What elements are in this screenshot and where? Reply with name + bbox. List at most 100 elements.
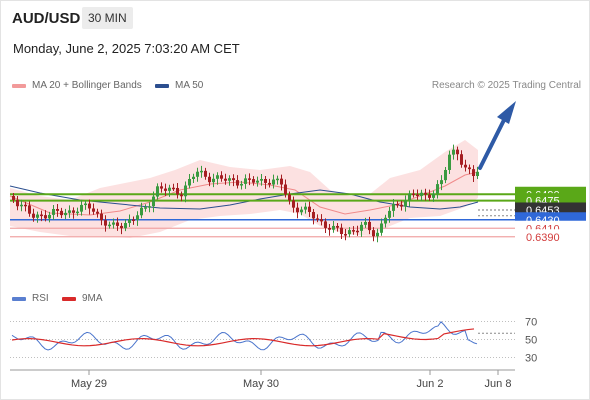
- candle-body: [328, 227, 331, 230]
- rsi-ma-legend-label: 9MA: [82, 293, 103, 304]
- candle-body: [160, 186, 163, 189]
- legend-ma50: MA 50: [155, 80, 203, 91]
- candle-body: [168, 187, 171, 191]
- candle-body: [12, 196, 15, 200]
- candle-body: [288, 194, 291, 201]
- rsi-tick-label: 30: [525, 353, 537, 365]
- candle-body: [292, 200, 295, 208]
- candle-body: [464, 164, 467, 168]
- x-tick-label: Jun 2: [417, 378, 444, 390]
- candle-body: [240, 183, 243, 186]
- candle-body: [216, 175, 219, 179]
- candle-body: [224, 178, 227, 181]
- candle-body: [120, 225, 123, 229]
- candle-body: [212, 178, 215, 183]
- ma50-swatch: [155, 83, 169, 88]
- candle-body: [252, 179, 255, 183]
- candle-body: [124, 223, 127, 229]
- candle-body: [408, 193, 411, 201]
- price-level-label: 0.6390: [526, 232, 560, 244]
- candle-body: [72, 210, 75, 213]
- candle-body: [460, 154, 463, 165]
- candle-body: [52, 208, 55, 215]
- candle-body: [144, 207, 147, 209]
- candle-body: [392, 203, 395, 211]
- forecast-arrow-head: [497, 101, 516, 124]
- candle-body: [108, 224, 111, 227]
- candle-body: [156, 186, 159, 197]
- candle-body: [40, 214, 43, 217]
- candle-body: [132, 219, 135, 221]
- candle-body: [176, 187, 179, 195]
- candle-body: [184, 185, 187, 197]
- candle-body: [208, 176, 211, 183]
- candle-body: [372, 230, 375, 237]
- candle-body: [56, 208, 59, 211]
- candle-body: [100, 213, 103, 221]
- rsi-swatch: [12, 296, 26, 301]
- candle-body: [400, 204, 403, 207]
- candle-body: [324, 221, 327, 228]
- candle-body: [152, 196, 155, 207]
- candle-body: [432, 193, 435, 198]
- candle-body: [384, 217, 387, 224]
- symbol-label: AUD/USD: [12, 10, 81, 27]
- candle-body: [320, 219, 323, 222]
- timeframe-badge[interactable]: 30 MIN: [82, 7, 133, 29]
- candle-body: [276, 178, 279, 181]
- candle-body: [20, 204, 23, 207]
- candle-body: [416, 194, 419, 197]
- forecast-arrow-shaft: [478, 116, 507, 170]
- ma50-legend-label: MA 50: [175, 80, 204, 91]
- candle-body: [456, 149, 459, 155]
- candle-body: [300, 209, 303, 213]
- rsi-line: [11, 321, 478, 351]
- bollinger-band: [10, 140, 478, 238]
- candle-body: [472, 169, 475, 177]
- candle-body: [476, 171, 479, 177]
- candle-body: [28, 205, 31, 214]
- candle-body: [68, 210, 71, 213]
- candle-body: [196, 171, 199, 177]
- x-tick-label: Jun 8: [485, 378, 512, 390]
- candle-body: [336, 225, 339, 228]
- candle-body: [260, 179, 263, 181]
- candle-body: [180, 194, 183, 197]
- candle-body: [444, 169, 447, 181]
- x-tick-label: May 29: [71, 378, 107, 390]
- candle-body: [116, 222, 119, 226]
- candle-body: [96, 211, 99, 214]
- legend-ma20: MA 20 + Bollinger Bands: [12, 80, 142, 91]
- candle-body: [304, 206, 307, 210]
- ma20-swatch: [12, 83, 26, 88]
- candle-body: [264, 179, 267, 183]
- candle-body: [188, 178, 191, 186]
- rsi-ma-swatch: [62, 296, 76, 301]
- candle-body: [312, 211, 315, 219]
- legend-rsi-ma: 9MA: [62, 293, 103, 304]
- candle-body: [172, 187, 175, 190]
- candle-body: [268, 182, 271, 185]
- candle-body: [36, 214, 39, 218]
- legend-rsi: RSI: [12, 293, 49, 304]
- candle-body: [16, 200, 19, 207]
- candle-body: [348, 230, 351, 235]
- candle-body: [308, 206, 311, 212]
- candle-body: [140, 207, 143, 216]
- candle-body: [440, 180, 443, 185]
- rsi-ma-line: [11, 328, 475, 347]
- candle-body: [436, 184, 439, 194]
- support-price-tag: [515, 229, 586, 245]
- chart-header: AUD/USD 30 MIN: [0, 0, 590, 36]
- rsi-tick-label: 50: [525, 335, 537, 347]
- candle-body: [92, 208, 95, 212]
- candle-body: [452, 149, 455, 155]
- candle-body: [332, 225, 335, 230]
- candle-body: [284, 184, 287, 195]
- rsi-legend-label: RSI: [32, 293, 49, 304]
- candle-body: [468, 167, 471, 170]
- candle-body: [136, 215, 139, 220]
- candle-body: [360, 224, 363, 231]
- candle-body: [112, 222, 115, 225]
